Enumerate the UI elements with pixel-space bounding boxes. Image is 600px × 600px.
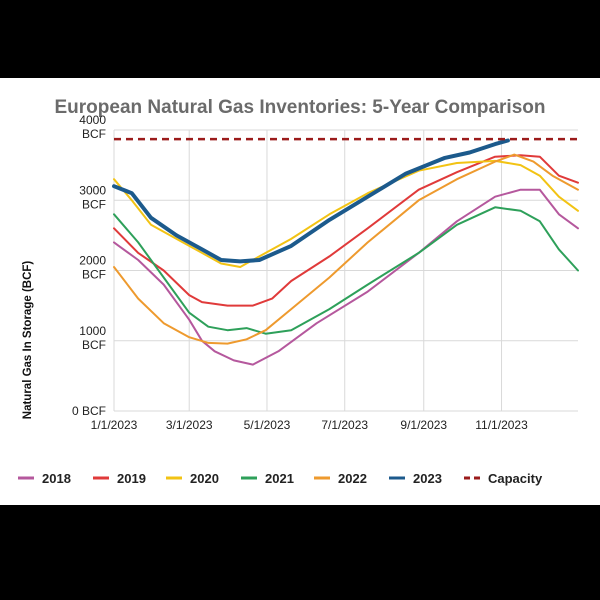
legend-label: 2019	[117, 471, 146, 486]
y-tick-label: 0 BCF	[72, 404, 106, 418]
legend-label: 2018	[42, 471, 71, 486]
series-line-2021	[113, 206, 579, 335]
x-tick-label: 5/1/2023	[244, 418, 291, 432]
legend-item-2022: 2022	[314, 471, 367, 486]
y-tick-label: 3000	[79, 183, 106, 197]
x-tick-label: 11/1/2023	[475, 418, 528, 432]
x-tick-label: 9/1/2023	[400, 418, 447, 432]
y-axis-label: Natural Gas In Storage (BCF)	[22, 261, 34, 420]
x-tick-label: 1/1/2023	[91, 418, 138, 432]
legend-item-2021: 2021	[241, 471, 294, 486]
legend-item-2020: 2020	[166, 471, 219, 486]
x-axis-ticks: 1/1/2023 3/1/2023 5/1/2023 7/1/2023 9/1/2023…	[91, 418, 528, 432]
chart: European Natural Gas Inventories: 5-Year…	[18, 97, 579, 486]
y-tick-label: BCF	[82, 338, 106, 352]
legend-label: Capacity	[488, 471, 543, 486]
y-tick-label: 4000	[79, 113, 106, 127]
series-line-2020	[113, 159, 579, 268]
legend-label: 2020	[190, 471, 219, 486]
chart-frame: European Natural Gas Inventories: 5-Year…	[0, 78, 600, 505]
y-tick-label: BCF	[82, 197, 106, 211]
legend-label: 2023	[413, 471, 442, 486]
grid	[113, 129, 578, 412]
series-line-2022	[113, 153, 579, 345]
chart-title: European Natural Gas Inventories: 5-Year…	[55, 97, 546, 118]
y-tick-label: 1000	[79, 324, 106, 338]
y-tick-label: BCF	[82, 268, 106, 282]
legend-label: 2021	[265, 471, 294, 486]
series-line-2023	[112, 138, 510, 264]
legend-item-2018: 2018	[18, 471, 71, 486]
series-line-2018	[113, 188, 579, 366]
legend-item-capacity: Capacity	[464, 471, 543, 486]
series-lines	[112, 138, 579, 366]
x-tick-label: 3/1/2023	[166, 418, 213, 432]
series-line-2019	[113, 154, 579, 307]
y-tick-label: 2000	[79, 254, 106, 268]
y-tick-label: BCF	[82, 127, 106, 141]
x-tick-label: 7/1/2023	[321, 418, 368, 432]
legend-item-2023: 2023	[389, 471, 442, 486]
legend: 2018 2019 2020 2021 2022 2023 Capacity	[18, 471, 543, 486]
legend-item-2019: 2019	[93, 471, 146, 486]
legend-label: 2022	[338, 471, 367, 486]
